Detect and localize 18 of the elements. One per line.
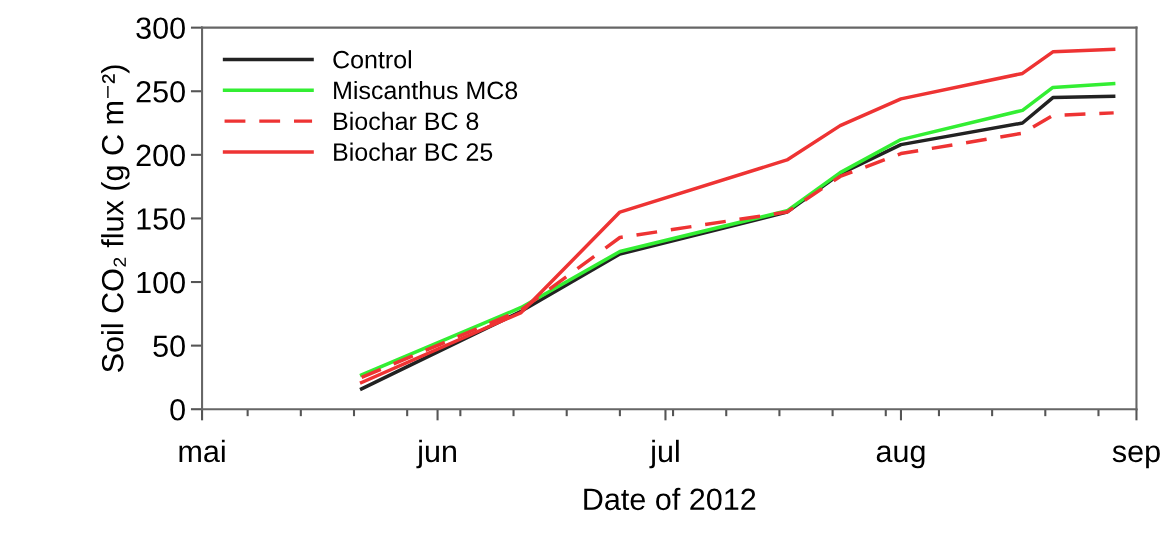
- x-axis-title: Date of 2012: [584, 487, 756, 511]
- y-tick-label: 200: [136, 144, 185, 167]
- y-tick-label: 250: [136, 80, 185, 103]
- y-axis-title: Soil CO₂ flux (g C m⁻²): [101, 65, 130, 372]
- x-tick-label: aug: [876, 445, 925, 469]
- legend-label: Miscanthus MC8: [334, 80, 518, 100]
- x-tick-label: mai: [179, 439, 225, 463]
- x-tick-label: sep: [1112, 445, 1160, 469]
- y-tick-label: 300: [136, 17, 185, 40]
- y-tick-label: 50: [153, 335, 185, 357]
- y-tick-label: 0: [170, 398, 185, 421]
- y-tick-label: 150: [137, 208, 185, 230]
- x-tick-label: jun: [416, 439, 456, 469]
- legend-label: Biochar BC 8: [334, 111, 479, 131]
- legend-label: Biochar BC 25: [334, 142, 493, 161]
- y-tick-label: 100: [137, 271, 185, 294]
- legend-label: Control: [333, 50, 411, 69]
- x-tick-label: jul: [649, 439, 679, 469]
